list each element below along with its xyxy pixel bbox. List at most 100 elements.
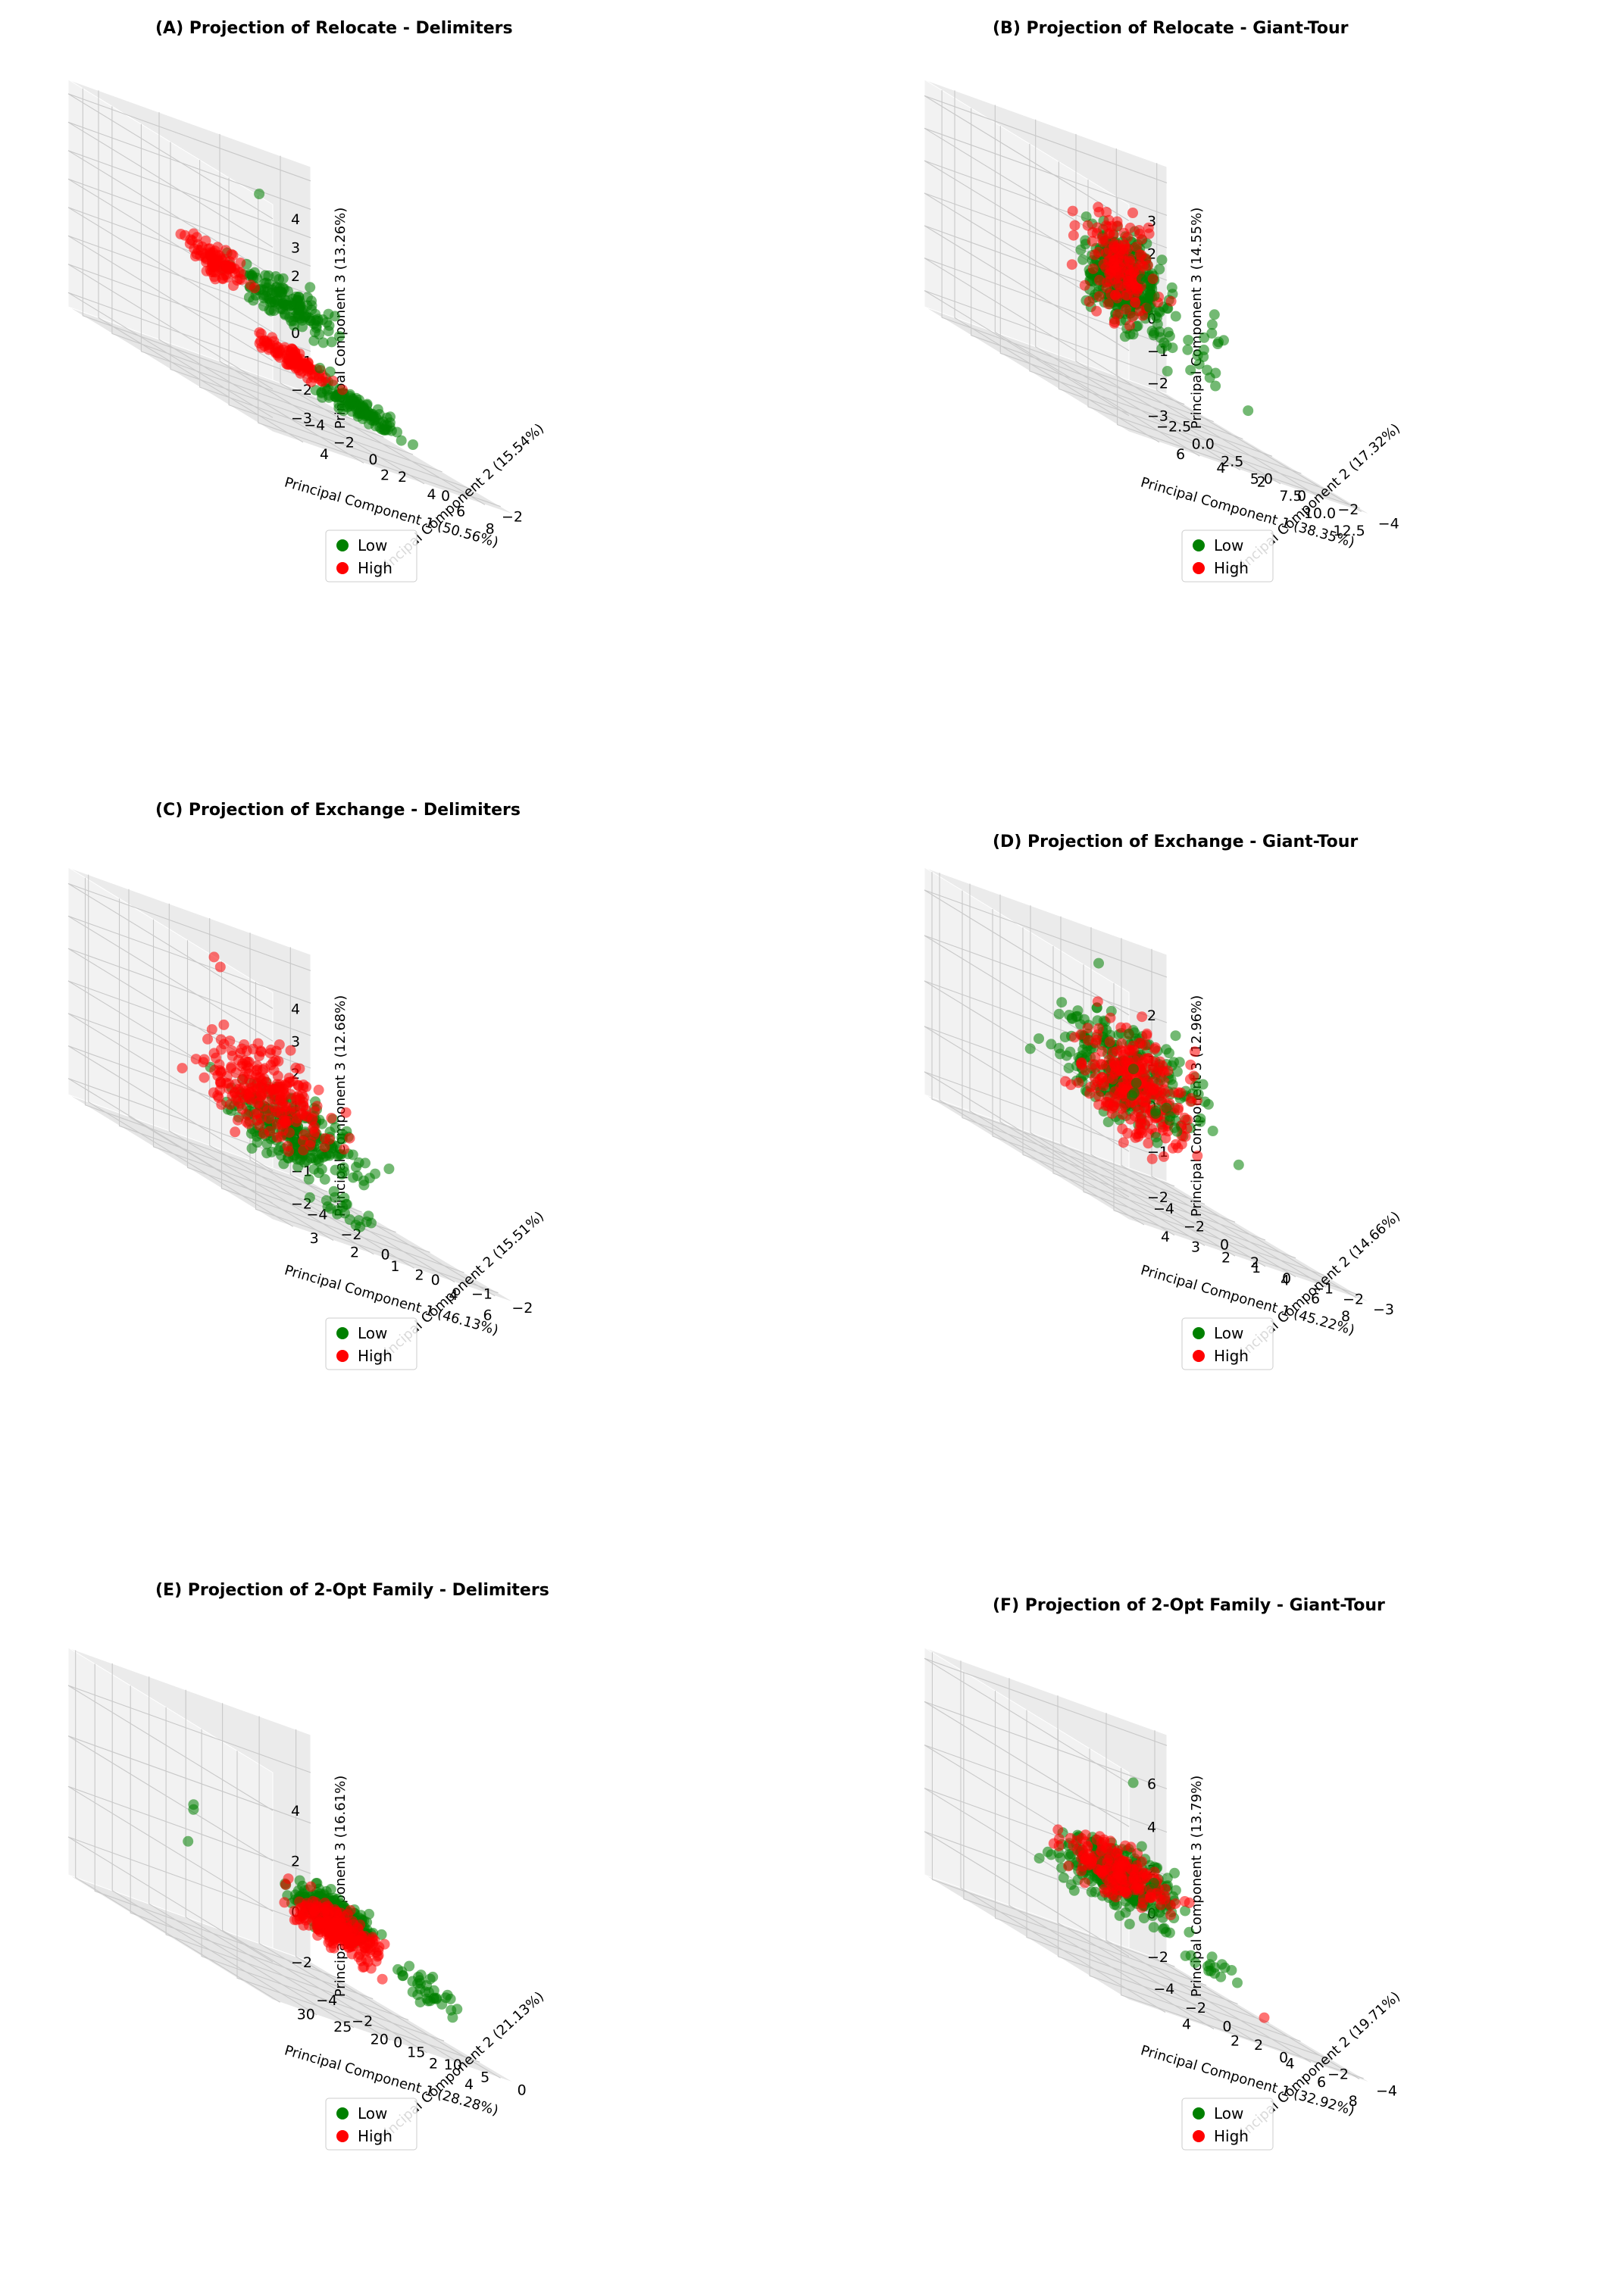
point-high	[1087, 263, 1099, 274]
x-tick-label: 6	[456, 504, 465, 520]
point-high	[1093, 291, 1105, 302]
x-tick-label: 5.0	[1250, 470, 1273, 487]
y-gridline	[999, 894, 1206, 1246]
point-high	[1122, 243, 1134, 255]
y-tick-label: 6	[1176, 446, 1185, 463]
point-high	[1185, 1059, 1196, 1070]
point-low	[302, 300, 313, 311]
x-gridline	[941, 90, 1185, 405]
point-high	[1145, 1892, 1156, 1904]
x-gridline	[971, 108, 1214, 423]
y-gridline	[168, 903, 374, 1255]
point-high	[292, 360, 304, 371]
z-gridline	[67, 1735, 311, 1862]
legend: Low High	[1181, 529, 1274, 583]
point-high	[1259, 2012, 1270, 2023]
x-tick-label: 2	[429, 2055, 438, 2072]
y-tick-label: 4	[1161, 1229, 1170, 1245]
z-gridline	[924, 258, 1168, 384]
x-gridline	[1089, 1748, 1333, 2060]
x-tick-label: −2	[1184, 1219, 1205, 1235]
point-low	[266, 1146, 277, 1157]
z-tick-label: −3	[291, 410, 312, 426]
point-high	[276, 1119, 287, 1130]
z-gridline	[67, 948, 311, 1074]
point-high	[1122, 1128, 1134, 1139]
point-high	[339, 1144, 349, 1155]
point-high	[305, 1139, 316, 1151]
point-low	[1185, 1950, 1196, 1961]
point-high	[1110, 1874, 1121, 1885]
y-gridline	[1151, 948, 1357, 1298]
y-gridline	[960, 1660, 1166, 2013]
y-tick-label: 0	[441, 488, 450, 504]
x-tick-label: −4	[1153, 1981, 1174, 1998]
z-axis-label: Principal Component 3 (12.68%)	[333, 995, 349, 1217]
legend-box	[1181, 1317, 1274, 1370]
x-tick-label: 4	[449, 1287, 458, 1304]
point-low	[1207, 1126, 1218, 1136]
x-tick-label: 4	[427, 486, 436, 503]
point-high	[367, 1937, 379, 1948]
point-high	[281, 1079, 292, 1091]
point-high	[226, 248, 237, 260]
y-gridline	[209, 918, 414, 1269]
point-high	[1120, 1860, 1131, 1872]
z-gridline	[924, 1657, 1168, 1784]
z-tick-label: 2	[291, 1854, 300, 1870]
subplot-d: (D) Projection of Exchange - Giant-Tour …	[924, 832, 1403, 1370]
grid	[67, 1650, 501, 2079]
point-low	[1053, 1042, 1065, 1054]
point-high	[281, 349, 292, 361]
point-low	[325, 1884, 336, 1895]
point-high	[206, 1024, 217, 1035]
legend: Low High	[1181, 1317, 1274, 1370]
point-low	[1138, 1913, 1149, 1924]
legend-low-marker	[1193, 2107, 1205, 2120]
point-low	[1206, 328, 1218, 339]
point-low	[317, 314, 328, 325]
point-low	[1170, 1030, 1181, 1042]
point-high	[1093, 201, 1104, 213]
point-low	[1150, 1108, 1162, 1120]
point-low	[334, 331, 345, 342]
point-high	[1112, 1848, 1123, 1859]
y-tick-label: −1	[471, 1286, 493, 1303]
point-high	[1135, 1879, 1146, 1890]
y-tick-label: 0	[431, 1272, 440, 1289]
point-high	[1140, 1102, 1150, 1114]
point-high	[1137, 1011, 1148, 1023]
point-high	[364, 1947, 376, 1958]
chart-title: (E) Projection of 2-Opt Family - Delimit…	[155, 1581, 549, 1600]
point-low	[383, 1164, 395, 1174]
point-low	[1127, 329, 1139, 340]
point-low	[404, 1960, 415, 1972]
point-low	[1136, 273, 1147, 285]
z-gridline	[67, 93, 311, 220]
y-gridline	[1090, 927, 1296, 1278]
point-low	[294, 1875, 305, 1886]
point-low	[310, 385, 321, 396]
point-high	[1124, 222, 1136, 233]
legend-high-marker	[336, 2130, 349, 2142]
point-high	[199, 1072, 210, 1083]
point-high	[300, 1104, 311, 1116]
point-low	[1162, 326, 1174, 338]
point-high	[1083, 1035, 1094, 1046]
x-tick-label: −4	[306, 1206, 327, 1223]
z-gridline	[67, 235, 311, 361]
point-low	[364, 1908, 374, 1920]
point-high	[1125, 1114, 1136, 1125]
point-low	[360, 1157, 371, 1169]
point-low	[323, 326, 334, 336]
point-high	[301, 1081, 312, 1092]
point-high	[285, 1045, 296, 1056]
y-tick-label: 20	[371, 2032, 389, 2048]
point-low	[1167, 342, 1178, 354]
point-high	[277, 1100, 288, 1111]
point-low	[1127, 1064, 1139, 1075]
point-low	[327, 1142, 339, 1153]
point-low	[324, 366, 336, 377]
